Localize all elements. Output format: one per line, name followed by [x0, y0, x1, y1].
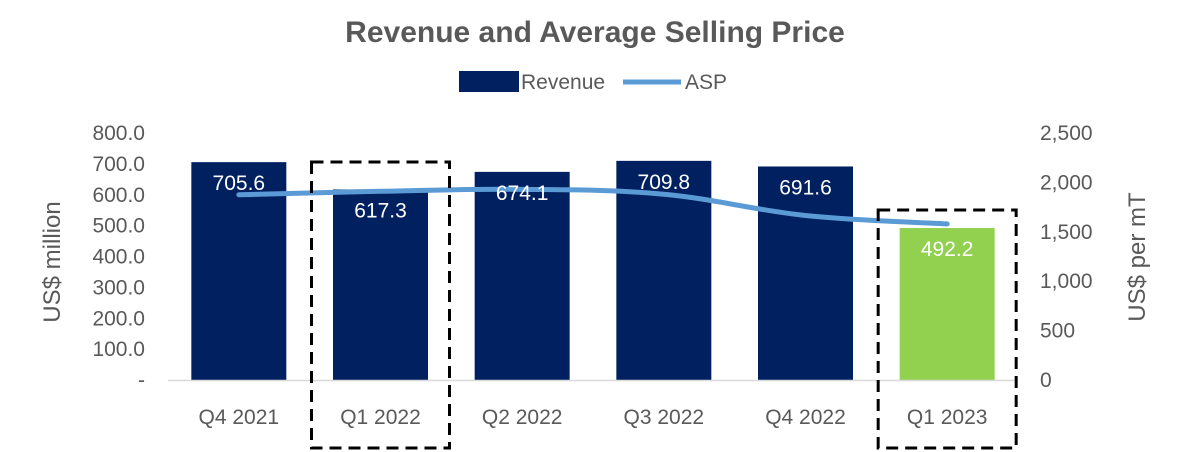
- revenue-data-label: 492.2: [921, 238, 974, 261]
- highlight-boxes: [310, 160, 1018, 450]
- y-left-tick-label: 700.0: [92, 153, 145, 176]
- y-right-tick-label: 1,000: [1040, 270, 1093, 293]
- y-right-tick-label: 1,500: [1040, 221, 1093, 244]
- y-axis-right-title: US$ per mT: [1124, 192, 1151, 322]
- revenue-data-label: 705.6: [213, 172, 266, 195]
- y-left-tick-label: 200.0: [92, 307, 145, 330]
- y-left-tick-label: 800.0: [92, 122, 145, 145]
- revenue-bar: [191, 162, 287, 380]
- x-category-label: Q1 2023: [907, 406, 988, 429]
- y-right-tick-label: 0: [1040, 369, 1052, 392]
- asp-line-series: [236, 186, 950, 227]
- y-left-tick-label: 100.0: [92, 338, 145, 361]
- y-right-tick-label: 500: [1040, 320, 1075, 343]
- x-category-label: Q2 2022: [482, 406, 563, 429]
- x-axis-category-labels: Q4 2021 Q1 2022 Q2 2022 Q3 2022 Q4 2022 Q1 20…: [199, 406, 988, 429]
- x-category-label: Q1 2022: [340, 406, 421, 429]
- legend-label-asp: ASP: [685, 71, 727, 94]
- chart-title: Revenue and Average Selling Price: [345, 16, 845, 49]
- legend-swatch-revenue: [459, 71, 519, 92]
- y-left-tick-label: 600.0: [92, 184, 145, 207]
- revenue-data-label: 674.1: [496, 182, 549, 205]
- y-axis-left-title: US$ million: [39, 201, 66, 322]
- revenue-bar: [333, 189, 428, 380]
- y-right-tick-label: 2,000: [1040, 171, 1093, 194]
- highlight-box: [876, 208, 1018, 450]
- y-left-tick-label: 300.0: [92, 276, 145, 299]
- revenue-data-label: 709.8: [638, 171, 691, 194]
- revenue-bar: [758, 166, 853, 380]
- revenue-data-labels: 705.6 617.3 674.1 709.8 691.6 492.2: [213, 171, 974, 261]
- y-left-tick-label: -: [138, 369, 145, 392]
- legend-label-revenue: Revenue: [521, 71, 605, 94]
- legend: Revenue ASP: [459, 71, 727, 94]
- y-right-tick-label: 2,500: [1040, 122, 1093, 145]
- y-axis-left-ticks: - 100.0 200.0 300.0 400.0 500.0 600.0 700.0 800.…: [92, 122, 145, 392]
- revenue-bar: [474, 171, 570, 380]
- x-category-label: Q4 2021: [199, 406, 280, 429]
- revenue-data-label: 691.6: [779, 176, 832, 199]
- y-left-tick-label: 400.0: [92, 246, 145, 269]
- asp-line: [236, 186, 950, 227]
- revenue-bars: [191, 160, 995, 380]
- y-axis-right-ticks: 0 500 1,000 1,500 2,000 2,500: [1040, 122, 1093, 392]
- highlight-box: [310, 160, 451, 450]
- x-category-label: Q3 2022: [624, 406, 705, 429]
- y-left-tick-label: 500.0: [92, 215, 145, 238]
- x-category-label: Q4 2022: [765, 406, 846, 429]
- revenue-data-label: 617.3: [354, 199, 407, 222]
- revenue-bar: [899, 228, 995, 380]
